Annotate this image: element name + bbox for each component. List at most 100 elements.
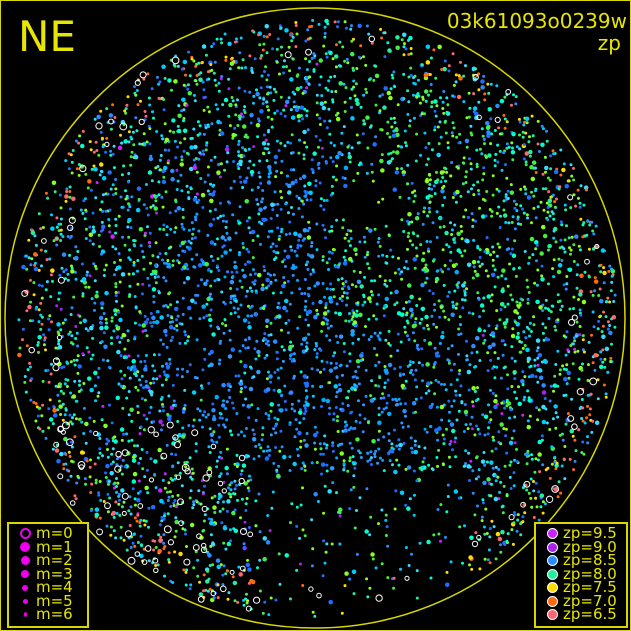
- zp-color-swatch: [546, 555, 558, 567]
- zp-color-swatch: [546, 528, 558, 540]
- star-marker: [583, 185, 589, 190]
- star-marker: [395, 150, 400, 155]
- star-marker: [263, 600, 267, 604]
- star-marker: [173, 79, 178, 84]
- star-marker: [104, 471, 108, 475]
- star-marker: [304, 318, 308, 322]
- star-marker: [338, 514, 342, 518]
- star-marker: [192, 93, 196, 97]
- star-marker: [239, 163, 243, 167]
- star-marker: [505, 248, 509, 251]
- star-marker: [432, 48, 436, 52]
- star-marker: [262, 536, 267, 541]
- star-marker: [576, 349, 580, 353]
- star-marker: [358, 451, 362, 455]
- star-marker: [93, 308, 96, 312]
- star-marker: [250, 229, 256, 235]
- star-marker: [188, 363, 192, 367]
- star-marker: [464, 462, 468, 465]
- star-marker: [309, 198, 313, 202]
- star-marker: [559, 308, 563, 312]
- star-marker: [210, 192, 216, 197]
- star-marker: [318, 83, 322, 87]
- star-marker: [475, 272, 480, 278]
- star-marker: [204, 148, 208, 152]
- star-marker: [279, 429, 283, 433]
- star-marker: [321, 397, 326, 403]
- star-marker: [153, 459, 158, 464]
- star-marker: [413, 443, 417, 447]
- star-marker: [394, 489, 398, 493]
- star-marker: [475, 336, 480, 341]
- star-marker: [98, 173, 102, 177]
- star-marker: [373, 347, 376, 350]
- star-marker: [483, 414, 489, 419]
- star-marker: [345, 233, 349, 236]
- star-marker: [294, 24, 298, 27]
- star-marker: [513, 458, 516, 462]
- star-marker: [115, 511, 119, 515]
- star-marker: [174, 306, 179, 312]
- magnitude-label: m=6: [36, 605, 73, 624]
- star-marker: [362, 403, 365, 407]
- star-marker: [565, 382, 569, 386]
- star-marker: [116, 291, 120, 294]
- star-marker: [250, 314, 254, 318]
- star-marker: [48, 398, 52, 402]
- star-marker: [413, 266, 417, 270]
- star-marker: [169, 303, 173, 307]
- star-marker: [530, 457, 534, 461]
- star-marker: [494, 394, 498, 398]
- star-marker: [251, 428, 255, 432]
- star-marker: [67, 167, 71, 171]
- star-marker: [65, 385, 69, 388]
- star-marker: [196, 407, 200, 411]
- star-marker: [185, 568, 189, 572]
- star-marker: [130, 419, 134, 423]
- star-marker: [216, 107, 220, 111]
- star-marker: [128, 258, 132, 262]
- star-marker: [163, 512, 167, 516]
- star-marker: [180, 222, 184, 226]
- star-marker: [343, 420, 347, 424]
- star-marker: [41, 403, 45, 407]
- star-marker: [301, 117, 305, 121]
- star-marker: [283, 400, 287, 403]
- star-marker: [70, 306, 74, 310]
- star-marker: [407, 212, 412, 217]
- star-marker: [583, 421, 587, 425]
- magnitude-symbol: [20, 542, 30, 553]
- star-marker: [152, 548, 156, 552]
- star-marker: [343, 20, 347, 24]
- star-marker: [237, 253, 241, 257]
- star-marker: [237, 114, 243, 119]
- star-marker: [171, 335, 174, 339]
- star-marker: [195, 82, 199, 86]
- star-marker: [355, 67, 359, 70]
- star-marker: [94, 264, 97, 268]
- star-marker: [208, 564, 212, 567]
- star-marker: [348, 359, 352, 363]
- star-marker: [404, 467, 408, 471]
- star-marker: [554, 467, 558, 471]
- star-marker: [335, 164, 339, 168]
- star-marker: [448, 442, 452, 446]
- star-marker: [530, 453, 534, 457]
- star-marker: [314, 184, 318, 188]
- star-marker: [144, 485, 149, 491]
- star-marker: [336, 20, 340, 24]
- star-marker: [510, 103, 513, 107]
- star-marker: [531, 160, 537, 165]
- star-marker: [181, 216, 185, 219]
- star-marker: [113, 116, 117, 119]
- zp-legend-entry: zp=6.5: [541, 607, 621, 622]
- star-marker: [354, 285, 358, 288]
- star-marker: [354, 370, 358, 373]
- star-marker: [241, 242, 245, 245]
- star-marker: [190, 467, 194, 471]
- star-marker: [305, 114, 309, 118]
- star-marker: [536, 268, 540, 272]
- star-marker: [491, 193, 495, 197]
- star-marker: [441, 176, 445, 179]
